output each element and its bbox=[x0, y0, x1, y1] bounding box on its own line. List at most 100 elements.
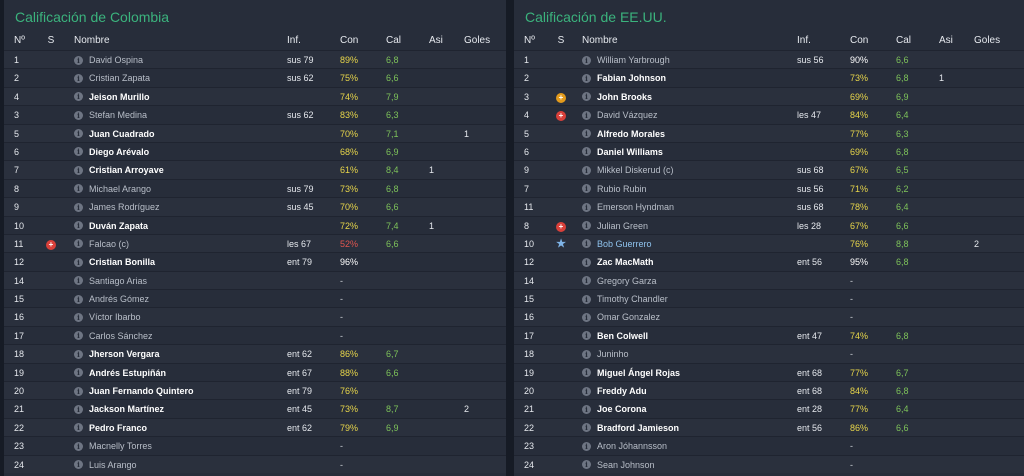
warning-icon[interactable]: + bbox=[556, 92, 566, 103]
player-name[interactable]: Macnelly Torres bbox=[89, 441, 152, 452]
player-row[interactable]: 2 i Cristian Zapata sus 62 75% 6,6 bbox=[4, 68, 506, 86]
info-icon[interactable]: i bbox=[582, 165, 591, 175]
player-name[interactable]: Miguel Ángel Rojas bbox=[597, 367, 681, 378]
player-row[interactable]: 10 i Duván Zapata 72% 7,4 1 bbox=[4, 215, 506, 234]
header-rating[interactable]: Cal bbox=[896, 35, 912, 46]
player-name[interactable]: Cristian Arroyave bbox=[89, 165, 164, 176]
player-row[interactable]: 21 i Jackson Martínez ent 45 73% 8,7 2 bbox=[4, 399, 506, 417]
player-row[interactable]: 19 i Miguel Ángel Rojas ent 68 77% 6,7 bbox=[514, 362, 1024, 381]
player-name[interactable]: Jackson Martínez bbox=[89, 404, 165, 415]
player-name[interactable]: Zac MacMath bbox=[597, 257, 654, 268]
player-name[interactable]: Cristian Bonilla bbox=[89, 257, 156, 268]
player-row[interactable]: 18 i Juninho - bbox=[514, 344, 1024, 363]
player-row[interactable]: 3 i Stefan Medina sus 62 83% 6,3 bbox=[4, 105, 506, 123]
player-row[interactable]: 17 i Carlos Sánchez - bbox=[4, 325, 506, 344]
info-icon[interactable]: i bbox=[74, 221, 83, 231]
info-icon[interactable]: i bbox=[582, 92, 591, 102]
info-icon[interactable]: i bbox=[582, 386, 591, 396]
info-icon[interactable]: i bbox=[582, 312, 591, 322]
player-name[interactable]: Andrés Gómez bbox=[89, 294, 150, 305]
player-name[interactable]: Daniel Williams bbox=[597, 146, 663, 157]
player-name[interactable]: David Vázquez bbox=[597, 110, 658, 121]
player-name[interactable]: Falcao (c) bbox=[89, 238, 130, 249]
player-name[interactable]: Omar Gonzalez bbox=[597, 312, 661, 323]
player-row[interactable]: 24 i Luis Arango - bbox=[4, 454, 506, 473]
info-icon[interactable]: i bbox=[582, 331, 591, 341]
player-name[interactable]: Emerson Hyndman bbox=[597, 202, 675, 213]
info-icon[interactable]: i bbox=[582, 129, 591, 139]
player-row[interactable]: 22 i Bradford Jamieson ent 56 86% 6,6 bbox=[514, 417, 1024, 437]
player-name[interactable]: Bradford Jamieson bbox=[597, 422, 680, 433]
player-row[interactable]: 3 + i John Brooks 69% 6,9 bbox=[514, 86, 1024, 106]
info-icon[interactable]: i bbox=[582, 55, 591, 65]
info-icon[interactable]: i bbox=[582, 239, 591, 249]
player-row[interactable]: 8 i Michael Arango sus 79 73% 6,8 bbox=[4, 178, 506, 197]
player-row[interactable]: 14 i Santiago Arias - bbox=[4, 270, 506, 290]
header-name[interactable]: Nombre bbox=[582, 35, 618, 46]
info-icon[interactable]: i bbox=[582, 460, 591, 470]
player-name[interactable]: Julian Green bbox=[597, 220, 649, 231]
player-name[interactable]: Sean Johnson bbox=[597, 459, 655, 470]
header-rating[interactable]: Cal bbox=[386, 35, 402, 46]
info-icon[interactable]: i bbox=[74, 110, 83, 120]
player-row[interactable]: 20 i Juan Fernando Quintero ent 79 76% bbox=[4, 381, 506, 400]
player-name[interactable]: Ben Colwell bbox=[597, 330, 649, 341]
player-name[interactable]: William Yarbrough bbox=[597, 55, 670, 65]
player-name[interactable]: Stefan Medina bbox=[89, 110, 148, 121]
info-icon[interactable]: i bbox=[74, 129, 83, 139]
player-name[interactable]: Cristian Zapata bbox=[89, 73, 151, 84]
header-assists[interactable]: Asi bbox=[429, 35, 443, 46]
player-row[interactable]: 9 i Mikkel Diskerud (c) sus 68 67% 6,5 bbox=[514, 160, 1024, 179]
player-name[interactable]: Gregory Garza bbox=[597, 275, 657, 286]
info-icon[interactable]: i bbox=[74, 294, 83, 304]
info-icon[interactable]: i bbox=[74, 184, 83, 194]
header-condition[interactable]: Con bbox=[850, 35, 869, 46]
player-row[interactable]: 5 i Juan Cuadrado 70% 7,1 1 bbox=[4, 123, 506, 142]
info-icon[interactable]: i bbox=[582, 73, 591, 83]
info-icon[interactable]: i bbox=[582, 147, 591, 157]
player-row[interactable]: 6 i Daniel Williams 69% 6,8 bbox=[514, 141, 1024, 160]
info-icon[interactable]: i bbox=[582, 349, 591, 359]
player-name[interactable]: James Rodríguez bbox=[89, 202, 160, 213]
player-row[interactable]: 23 i Aron Jóhannsson - bbox=[514, 436, 1024, 454]
player-row[interactable]: 15 i Timothy Chandler - bbox=[514, 289, 1024, 307]
header-number[interactable]: Nº bbox=[524, 35, 535, 46]
info-icon[interactable]: i bbox=[582, 184, 591, 194]
player-row[interactable]: 6 i Diego Arévalo 68% 6,9 bbox=[4, 141, 506, 160]
info-icon[interactable]: i bbox=[74, 73, 83, 83]
info-icon[interactable]: i bbox=[582, 276, 591, 286]
header-status[interactable]: S bbox=[557, 35, 565, 46]
info-icon[interactable]: i bbox=[74, 404, 83, 414]
player-row[interactable]: 11 i Emerson Hyndman sus 68 78% 6,4 bbox=[514, 197, 1024, 216]
info-icon[interactable]: i bbox=[74, 147, 83, 157]
player-row[interactable]: 1 i David Ospina sus 79 89% 6,8 bbox=[4, 50, 506, 69]
player-row[interactable]: 17 i Ben Colwell ent 47 74% 6,8 bbox=[514, 325, 1024, 344]
info-icon[interactable]: i bbox=[74, 257, 83, 267]
header-goals[interactable]: Goles bbox=[464, 35, 491, 46]
player-name[interactable]: John Brooks bbox=[597, 91, 653, 102]
info-icon[interactable]: i bbox=[582, 441, 591, 451]
player-row[interactable]: 23 i Macnelly Torres - bbox=[4, 436, 506, 454]
player-row[interactable]: 9 i James Rodríguez sus 45 70% 6,6 bbox=[4, 197, 506, 216]
player-name[interactable]: Carlos Sánchez bbox=[89, 330, 153, 341]
player-name[interactable]: Duván Zapata bbox=[89, 220, 149, 231]
player-row[interactable]: 16 i Víctor Ibarbo - bbox=[4, 307, 506, 326]
info-icon[interactable]: i bbox=[74, 441, 83, 451]
player-row[interactable]: 4 i Jeison Murillo 74% 7,9 bbox=[4, 86, 506, 106]
player-name[interactable]: Juan Fernando Quintero bbox=[89, 386, 194, 397]
info-icon[interactable]: i bbox=[74, 92, 83, 102]
header-info[interactable]: Inf. bbox=[797, 35, 811, 46]
player-name[interactable]: Aron Jóhannsson bbox=[597, 441, 668, 452]
player-row[interactable]: 21 i Joe Corona ent 28 77% 6,4 bbox=[514, 399, 1024, 417]
header-condition[interactable]: Con bbox=[340, 35, 359, 46]
injury-icon[interactable]: + bbox=[46, 239, 56, 250]
player-row[interactable]: 11 + i Falcao (c) les 67 52% 6,6 bbox=[4, 233, 506, 253]
info-icon[interactable]: i bbox=[582, 257, 591, 267]
injury-icon[interactable]: + bbox=[556, 221, 566, 232]
player-row[interactable]: 22 i Pedro Franco ent 62 79% 6,9 bbox=[4, 417, 506, 437]
player-name[interactable]: Mikkel Diskerud (c) bbox=[597, 165, 674, 176]
player-name[interactable]: Juan Cuadrado bbox=[89, 128, 155, 139]
player-name[interactable]: Luis Arango bbox=[89, 459, 137, 470]
info-icon[interactable]: i bbox=[582, 110, 591, 120]
player-name[interactable]: Joe Corona bbox=[597, 404, 647, 415]
